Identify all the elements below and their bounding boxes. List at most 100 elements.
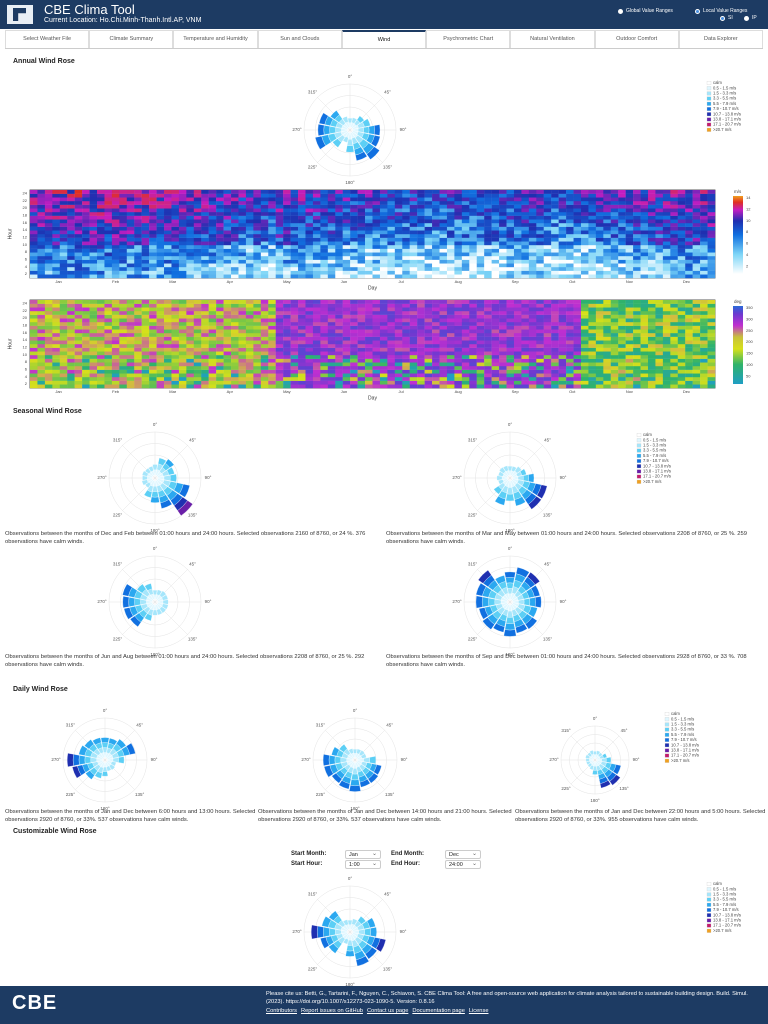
heatmap-cell bbox=[342, 204, 351, 209]
heatmap-cell bbox=[476, 369, 485, 374]
heatmap-cell bbox=[491, 318, 500, 323]
legend-label: >20.7 m/s bbox=[671, 758, 690, 763]
heatmap-cell bbox=[580, 267, 589, 271]
heatmap-cell bbox=[37, 259, 46, 264]
heatmap-cell bbox=[536, 329, 544, 334]
heatmap-cell bbox=[446, 377, 455, 381]
heatmap-cell bbox=[327, 329, 336, 334]
heatmap-cell bbox=[44, 307, 53, 312]
heatmap-cell bbox=[402, 373, 410, 378]
heatmap-cell bbox=[335, 318, 343, 323]
heatmap-cell bbox=[312, 234, 321, 238]
heatmap-cell bbox=[305, 201, 314, 205]
heatmap-cell bbox=[305, 245, 314, 249]
heatmap-cell bbox=[394, 318, 403, 323]
wind-rose: 0°45°90°135°180°225°270°315° bbox=[301, 708, 407, 811]
heatmap-cell bbox=[633, 333, 641, 337]
heatmap-cell bbox=[499, 237, 507, 242]
heatmap-cell bbox=[37, 314, 46, 319]
heatmap-cell bbox=[417, 208, 425, 213]
heatmap-cell bbox=[692, 208, 701, 213]
heatmap-cell bbox=[312, 303, 321, 308]
heatmap-cell bbox=[67, 347, 75, 352]
heatmap-cell bbox=[245, 263, 254, 268]
heatmap-cell bbox=[365, 267, 373, 271]
heatmap-cell bbox=[82, 362, 90, 367]
heatmap-cell bbox=[111, 329, 120, 334]
heatmap-cell bbox=[82, 263, 90, 268]
heatmap-cell bbox=[260, 245, 269, 249]
heatmap-cell bbox=[595, 307, 604, 312]
heatmap-cell bbox=[290, 248, 299, 253]
heatmap-cell bbox=[149, 380, 157, 385]
heatmap-cell bbox=[536, 369, 544, 374]
heatmap-cell bbox=[394, 336, 403, 341]
rose-petal bbox=[165, 458, 175, 468]
heatmap-cell bbox=[111, 270, 120, 275]
heatmap-cell bbox=[528, 362, 537, 367]
heatmap-cell bbox=[164, 307, 172, 312]
rose-petal bbox=[134, 598, 141, 606]
heatmap-cell bbox=[484, 300, 492, 304]
heatmap-cell bbox=[260, 201, 269, 205]
heatmap-cell bbox=[357, 245, 366, 249]
heatmap-cell bbox=[171, 311, 180, 315]
heatmap-cell bbox=[446, 347, 455, 352]
heatmap-cell bbox=[171, 252, 180, 257]
legend-swatch bbox=[636, 474, 642, 479]
heatmap-cell bbox=[231, 270, 239, 275]
heatmap-cell bbox=[387, 325, 396, 330]
heatmap-cell bbox=[268, 307, 276, 312]
heatmap-cell bbox=[298, 234, 306, 238]
heatmap-cell bbox=[409, 362, 418, 367]
angle-label: 315° bbox=[113, 562, 123, 567]
heatmap-cell bbox=[357, 259, 366, 264]
heatmap-cell bbox=[134, 215, 142, 220]
heatmap-cell bbox=[245, 384, 254, 389]
heatmap-cell bbox=[312, 252, 321, 257]
rose-petal bbox=[338, 780, 351, 790]
rose-petal bbox=[370, 135, 381, 147]
heatmap-cell bbox=[223, 333, 232, 337]
heatmap-cell bbox=[164, 204, 172, 209]
heatmap-cell bbox=[476, 325, 485, 330]
heatmap-cell bbox=[67, 197, 75, 202]
heatmap-cell bbox=[603, 333, 611, 337]
heatmap-cell bbox=[149, 226, 157, 231]
heatmap-cell bbox=[387, 193, 396, 198]
heatmap-cell bbox=[394, 384, 403, 389]
heatmap-cell bbox=[551, 267, 559, 271]
heatmap-cell bbox=[700, 248, 708, 253]
heatmap-cell bbox=[655, 193, 664, 198]
heatmap-cell bbox=[566, 300, 574, 304]
heatmap-cell bbox=[59, 314, 68, 319]
heatmap-cell bbox=[469, 201, 477, 205]
heatmap-cell bbox=[126, 248, 135, 253]
heatmap-cell bbox=[201, 263, 209, 268]
heatmap-cell bbox=[126, 204, 135, 209]
heatmap-cell bbox=[618, 311, 626, 315]
heatmap-cell bbox=[283, 347, 291, 352]
heatmap-cell bbox=[402, 355, 410, 359]
heatmap-cell bbox=[476, 329, 485, 334]
heatmap-cell bbox=[521, 219, 530, 224]
heatmap-cell bbox=[30, 201, 38, 205]
heatmap-cell bbox=[424, 274, 433, 279]
heatmap-cell bbox=[610, 190, 619, 194]
heatmap-cell bbox=[119, 193, 127, 198]
heatmap-cell bbox=[588, 380, 597, 385]
heatmap-cell bbox=[298, 300, 306, 304]
heatmap-cell bbox=[201, 336, 209, 341]
heatmap-cell bbox=[655, 197, 664, 202]
heatmap-cell bbox=[298, 263, 306, 268]
heatmap-cell bbox=[312, 201, 321, 205]
heatmap-cell bbox=[82, 307, 90, 312]
heatmap-cell bbox=[432, 190, 440, 194]
heatmap-cell bbox=[573, 344, 582, 348]
heatmap-cell bbox=[164, 193, 172, 198]
heatmap-cell bbox=[700, 259, 708, 264]
heatmap-cell bbox=[521, 351, 530, 356]
heatmap-cell bbox=[640, 223, 649, 227]
heatmap-cell bbox=[59, 373, 68, 378]
